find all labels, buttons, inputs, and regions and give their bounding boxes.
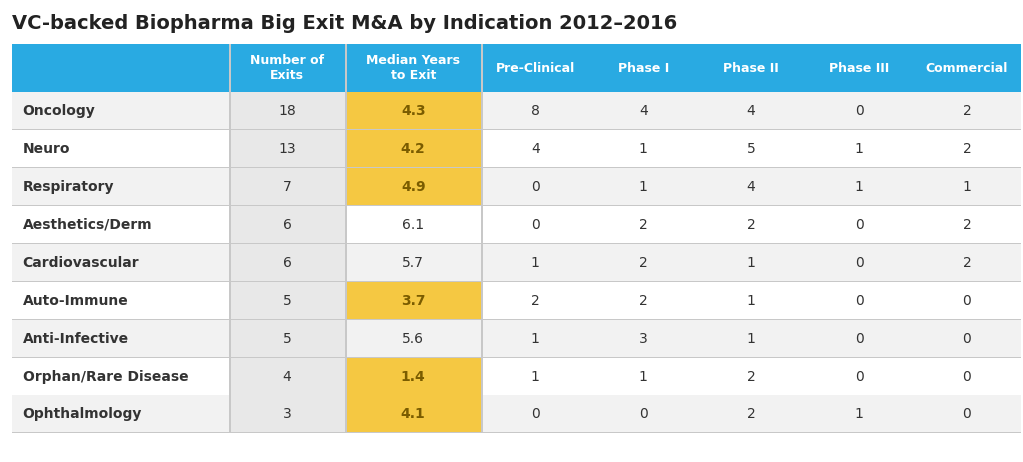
Text: 0: 0 — [963, 332, 972, 346]
Text: 0: 0 — [531, 407, 540, 421]
Text: 2: 2 — [531, 294, 540, 308]
Text: 6.1: 6.1 — [402, 218, 425, 232]
Text: 0: 0 — [854, 104, 863, 118]
Text: 2: 2 — [638, 294, 648, 308]
Text: 4.3: 4.3 — [401, 104, 426, 118]
Text: Neuro: Neuro — [23, 142, 70, 156]
Text: 1: 1 — [747, 256, 756, 270]
Text: 4.2: 4.2 — [401, 142, 426, 156]
Text: 0: 0 — [531, 180, 540, 194]
Text: 5: 5 — [282, 332, 292, 346]
Text: 2: 2 — [963, 218, 972, 232]
Text: 4: 4 — [638, 104, 648, 118]
Text: 6: 6 — [282, 256, 292, 270]
Text: 8: 8 — [531, 104, 540, 118]
Text: 0: 0 — [854, 256, 863, 270]
Text: 6: 6 — [282, 218, 292, 232]
Text: 4: 4 — [747, 180, 756, 194]
Text: Ophthalmology: Ophthalmology — [23, 407, 142, 421]
Text: 4.1: 4.1 — [401, 407, 426, 421]
Text: 1: 1 — [747, 294, 756, 308]
Text: 0: 0 — [638, 407, 648, 421]
Text: 2: 2 — [963, 256, 972, 270]
Text: 1: 1 — [854, 180, 863, 194]
Text: 13: 13 — [278, 142, 296, 156]
Text: Commercial: Commercial — [926, 61, 1009, 75]
Text: 1: 1 — [531, 332, 540, 346]
Text: 2: 2 — [747, 370, 756, 383]
Text: 5.7: 5.7 — [402, 256, 425, 270]
Text: 4.9: 4.9 — [401, 180, 426, 194]
Text: Respiratory: Respiratory — [23, 180, 114, 194]
Text: 1: 1 — [531, 370, 540, 383]
Text: 1: 1 — [638, 370, 648, 383]
Text: 1: 1 — [531, 256, 540, 270]
Text: Number of
Exits: Number of Exits — [250, 54, 324, 82]
Text: 3: 3 — [282, 407, 292, 421]
Text: Auto-Immune: Auto-Immune — [23, 294, 128, 308]
Text: 1.4: 1.4 — [401, 370, 426, 383]
Text: 2: 2 — [747, 218, 756, 232]
Text: 2: 2 — [747, 407, 756, 421]
Text: 3: 3 — [638, 332, 648, 346]
Text: 0: 0 — [854, 294, 863, 308]
Text: Median Years
to Exit: Median Years to Exit — [366, 54, 460, 82]
Text: 1: 1 — [638, 180, 648, 194]
Text: 4: 4 — [531, 142, 540, 156]
Text: 0: 0 — [963, 294, 972, 308]
Text: 0: 0 — [963, 407, 972, 421]
Text: 1: 1 — [747, 332, 756, 346]
Text: 3.7: 3.7 — [401, 294, 426, 308]
Text: 5: 5 — [747, 142, 756, 156]
Text: Phase I: Phase I — [618, 61, 669, 75]
Text: 0: 0 — [854, 370, 863, 383]
Text: Pre-Clinical: Pre-Clinical — [496, 61, 575, 75]
Text: Phase II: Phase II — [723, 61, 779, 75]
Text: Orphan/Rare Disease: Orphan/Rare Disease — [23, 370, 188, 383]
Text: 0: 0 — [854, 218, 863, 232]
Text: 4: 4 — [747, 104, 756, 118]
Text: 1: 1 — [638, 142, 648, 156]
Text: 1: 1 — [963, 180, 972, 194]
Text: Cardiovascular: Cardiovascular — [23, 256, 139, 270]
Text: 0: 0 — [531, 218, 540, 232]
Text: 18: 18 — [278, 104, 296, 118]
Text: 2: 2 — [638, 218, 648, 232]
Text: 1: 1 — [854, 407, 863, 421]
Text: 2: 2 — [638, 256, 648, 270]
Text: Aesthetics/Derm: Aesthetics/Derm — [23, 218, 152, 232]
Text: Anti-Infective: Anti-Infective — [23, 332, 129, 346]
Text: Oncology: Oncology — [23, 104, 95, 118]
Text: 5.6: 5.6 — [402, 332, 425, 346]
Text: 0: 0 — [854, 332, 863, 346]
Text: 0: 0 — [963, 370, 972, 383]
Text: 7: 7 — [282, 180, 292, 194]
Text: 2: 2 — [963, 142, 972, 156]
Text: VC-backed Biopharma Big Exit M&A by Indication 2012–2016: VC-backed Biopharma Big Exit M&A by Indi… — [12, 14, 677, 33]
Text: 4: 4 — [282, 370, 292, 383]
Text: Phase III: Phase III — [829, 61, 889, 75]
Text: 5: 5 — [282, 294, 292, 308]
Text: 2: 2 — [963, 104, 972, 118]
Text: 1: 1 — [854, 142, 863, 156]
